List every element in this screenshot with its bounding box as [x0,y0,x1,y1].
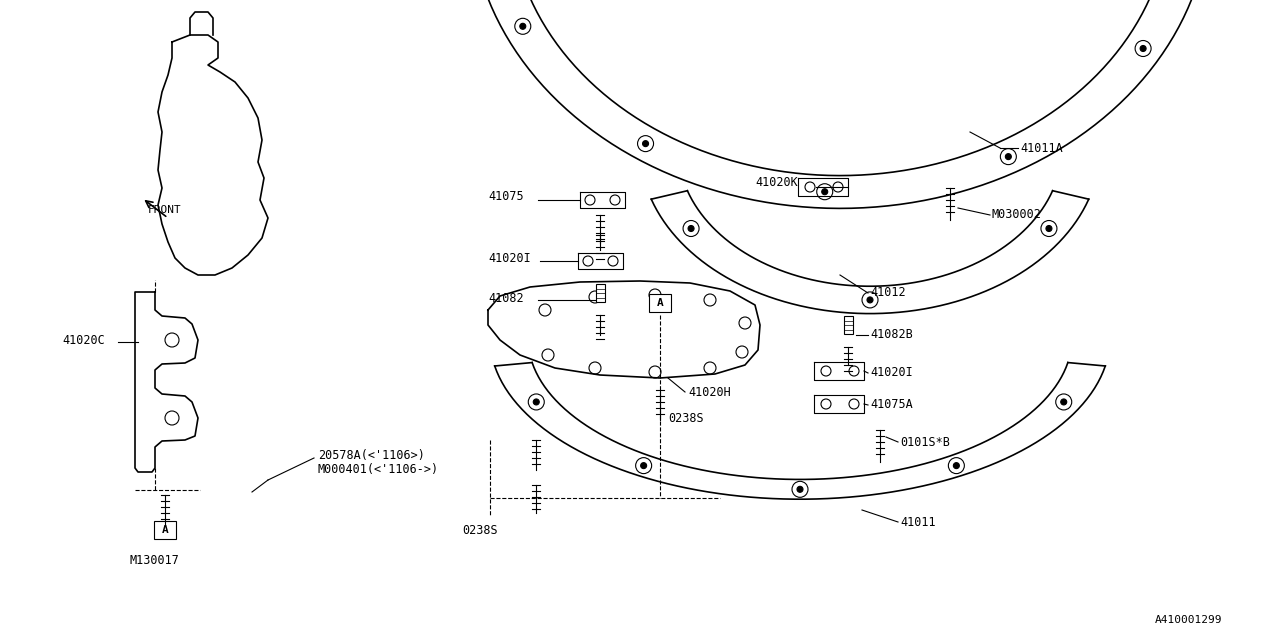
Text: 41020K: 41020K [755,177,797,189]
Text: 41020I: 41020I [488,252,531,264]
Circle shape [1140,45,1146,51]
Text: 41012: 41012 [870,287,906,300]
Text: 41011: 41011 [900,515,936,529]
Text: 20578A(<'1106>): 20578A(<'1106>) [317,449,425,461]
Circle shape [1005,154,1011,159]
Circle shape [867,297,873,303]
Circle shape [954,463,959,468]
Text: M000401(<'1106->): M000401(<'1106->) [317,463,439,477]
Text: 0238S: 0238S [462,524,498,536]
Circle shape [534,399,539,405]
Text: 0238S: 0238S [668,412,704,424]
Circle shape [643,141,649,147]
Text: 41020C: 41020C [61,333,105,346]
Text: 41020H: 41020H [689,385,731,399]
Circle shape [1046,225,1052,232]
Circle shape [797,486,803,492]
Text: 41075: 41075 [488,191,524,204]
Circle shape [1061,399,1066,405]
Circle shape [822,189,828,195]
Text: 41020I: 41020I [870,367,913,380]
Bar [595,284,604,302]
Text: 41082B: 41082B [870,328,913,342]
Text: A410001299: A410001299 [1155,615,1222,625]
Text: 41082: 41082 [488,291,524,305]
Text: A: A [657,298,663,308]
Circle shape [641,463,646,468]
Text: 41075A: 41075A [870,399,913,412]
Text: FRONT: FRONT [148,205,182,215]
Text: M130017: M130017 [131,554,180,566]
Circle shape [689,225,694,232]
Text: M030002: M030002 [992,209,1042,221]
Bar [844,316,852,334]
Text: 0101S*B: 0101S*B [900,435,950,449]
Text: A: A [161,525,169,535]
Bar [649,294,671,312]
Bar [154,521,177,539]
Text: 41011A: 41011A [1020,141,1062,154]
Circle shape [520,23,526,29]
